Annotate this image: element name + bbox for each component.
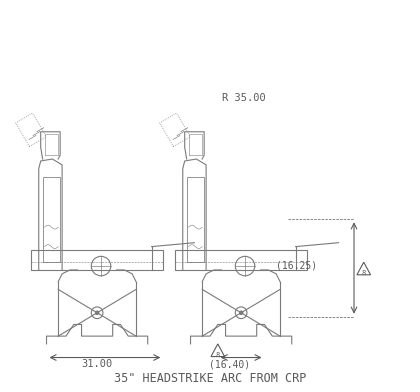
Circle shape: [96, 311, 99, 314]
Text: (16.40): (16.40): [209, 359, 250, 369]
Text: 35" HEADSTRIKE ARC FROM CRP: 35" HEADSTRIKE ARC FROM CRP: [114, 372, 306, 385]
Text: R 35.00: R 35.00: [222, 93, 265, 103]
Text: 8: 8: [362, 270, 366, 276]
Text: 8: 8: [215, 352, 220, 358]
Text: 31.00: 31.00: [81, 359, 113, 369]
Text: (16.25): (16.25): [276, 261, 317, 271]
Circle shape: [239, 311, 243, 314]
